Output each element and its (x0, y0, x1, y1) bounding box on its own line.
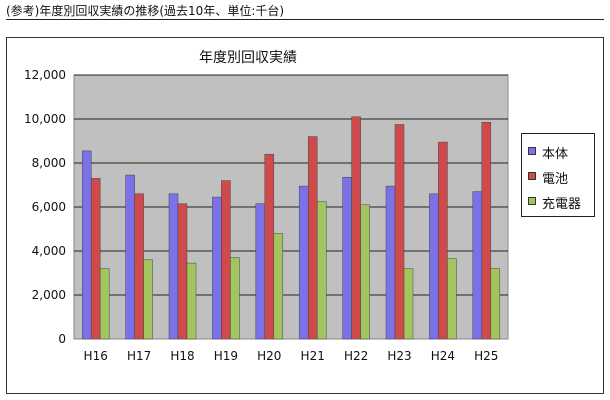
legend-swatch (528, 197, 536, 205)
x-tick-label: H16 (84, 349, 108, 363)
bar-本体-H24 (429, 193, 439, 340)
bar-充電器-H17 (143, 259, 153, 340)
y-tick-label: 2,000 (32, 288, 66, 302)
x-tick-label: H20 (257, 349, 281, 363)
bar-充電器-H25 (490, 268, 501, 340)
bar-電池-H24 (438, 141, 448, 340)
y-tick-label: 10,000 (24, 112, 66, 126)
bar-電池-H17 (134, 193, 144, 340)
bar-充電器-H16 (99, 268, 110, 340)
x-tick-labels: H16 H17 H18 H19 H20 H21 H22 H23 H24 H25 (84, 349, 499, 363)
legend: 本体 電池 充電器 (521, 133, 595, 217)
x-tick-label: H25 (474, 349, 498, 363)
bar-本体-H25 (472, 191, 483, 340)
bars (81, 116, 501, 340)
bar-充電器-H19 (230, 257, 240, 340)
x-tick-label: H21 (301, 349, 325, 363)
x-tick-label: H22 (344, 349, 368, 363)
y-tick-label: 8,000 (32, 156, 66, 170)
bar-本体-H22 (342, 177, 352, 340)
bar-電池-H18 (177, 203, 188, 340)
y-tick-label: 6,000 (32, 200, 66, 214)
bar-本体-H20 (255, 203, 266, 340)
y-tick-label: 0 (58, 332, 66, 346)
y-tick-label: 4,000 (32, 244, 66, 258)
legend-swatch (528, 147, 536, 155)
y-tick-labels: 0 2,000 4,000 6,000 8,000 10,000 12,000 (24, 68, 66, 346)
bar-充電器-H20 (273, 233, 284, 340)
bar-本体-H16 (81, 150, 92, 340)
bar-充電器-H18 (186, 262, 197, 340)
bar-本体-H19 (212, 196, 222, 340)
bar-充電器-H21 (316, 201, 327, 340)
bar-電池-H23 (394, 124, 405, 340)
bar-本体-H17 (125, 174, 135, 340)
bar-本体-H18 (168, 193, 179, 340)
x-tick-label: H17 (127, 349, 151, 363)
figure-caption: (参考)年度別回収実績の推移(過去10年、単位:千台) (6, 4, 285, 18)
chart-title: 年度別回収実績 (199, 50, 297, 66)
y-tick-label: 12,000 (24, 68, 66, 82)
x-tick-label: H24 (431, 349, 455, 363)
bar-充電器-H22 (360, 204, 370, 340)
legend-label: 本体 (542, 147, 569, 162)
x-tick-label: H19 (214, 349, 238, 363)
bar-電池-H25 (481, 122, 492, 340)
legend-label: 電池 (542, 172, 569, 187)
caption-divider (6, 19, 604, 20)
x-tick-label: H18 (170, 349, 194, 363)
bar-本体-H23 (385, 185, 396, 340)
legend-swatch (528, 172, 536, 180)
bar-電池-H21 (307, 136, 318, 340)
bar-充電器-H23 (403, 268, 414, 340)
bar-本体-H21 (298, 185, 309, 340)
bar-電池-H22 (351, 116, 361, 340)
bar-充電器-H24 (447, 258, 457, 340)
x-tick-label: H23 (387, 349, 411, 363)
bar-電池-H16 (90, 178, 101, 340)
bar-電池-H20 (264, 153, 275, 340)
bar-電池-H19 (221, 180, 231, 340)
legend-label: 充電器 (542, 197, 582, 212)
